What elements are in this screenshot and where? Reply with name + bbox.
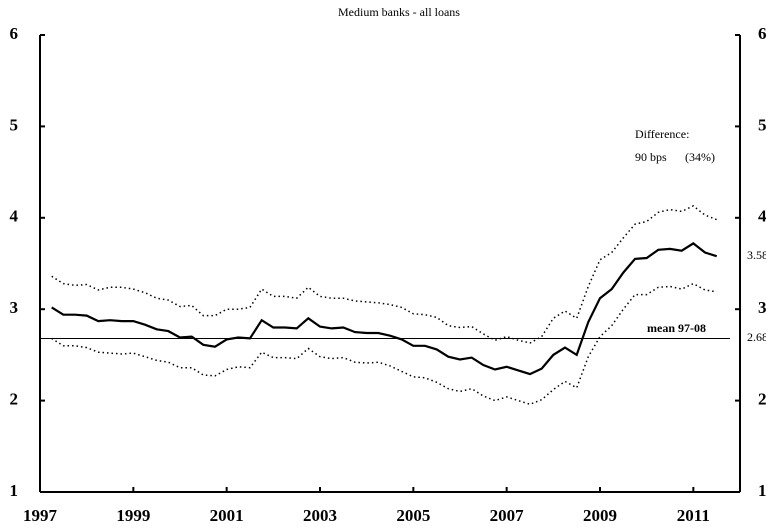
annotation: 90 bps bbox=[635, 150, 667, 164]
x-tick-label: 2011 bbox=[677, 506, 710, 525]
y2-tick-label: 3 bbox=[758, 298, 766, 317]
x-tick-label: 2009 bbox=[583, 506, 617, 525]
y2-tick-label: 5 bbox=[758, 115, 766, 134]
y-tick-label: 5 bbox=[10, 115, 19, 134]
end-label: 3.58 bbox=[747, 248, 766, 262]
x-tick-label: 2003 bbox=[303, 506, 337, 525]
x-tick-label: 2005 bbox=[396, 506, 430, 525]
x-tick-label: 2007 bbox=[490, 506, 525, 525]
y-tick-label: 3 bbox=[10, 298, 19, 317]
series-line bbox=[51, 242, 718, 376]
y-tick-label: 4 bbox=[10, 207, 19, 226]
end-label: 2.68 bbox=[747, 330, 766, 344]
y-tick-label: 1 bbox=[10, 481, 19, 500]
x-tick-label: 1999 bbox=[116, 506, 150, 525]
x-tick-label: 1997 bbox=[23, 506, 58, 525]
y2-tick-label: 6 bbox=[758, 24, 766, 43]
x-tick-label: 2001 bbox=[210, 506, 244, 525]
series-line bbox=[51, 282, 717, 406]
y-tick-label: 2 bbox=[10, 390, 19, 409]
mean-label: mean 97-08 bbox=[647, 321, 706, 335]
annotation: Difference: bbox=[635, 127, 689, 141]
series-line bbox=[51, 205, 717, 344]
annotation: (34%) bbox=[685, 150, 715, 164]
y2-tick-label: 2 bbox=[758, 390, 766, 409]
y2-tick-label: 4 bbox=[758, 207, 766, 226]
y2-tick-label: 1 bbox=[758, 481, 766, 500]
chart-title: Medium banks - all loans bbox=[338, 5, 460, 19]
y-tick-label: 6 bbox=[10, 24, 19, 43]
